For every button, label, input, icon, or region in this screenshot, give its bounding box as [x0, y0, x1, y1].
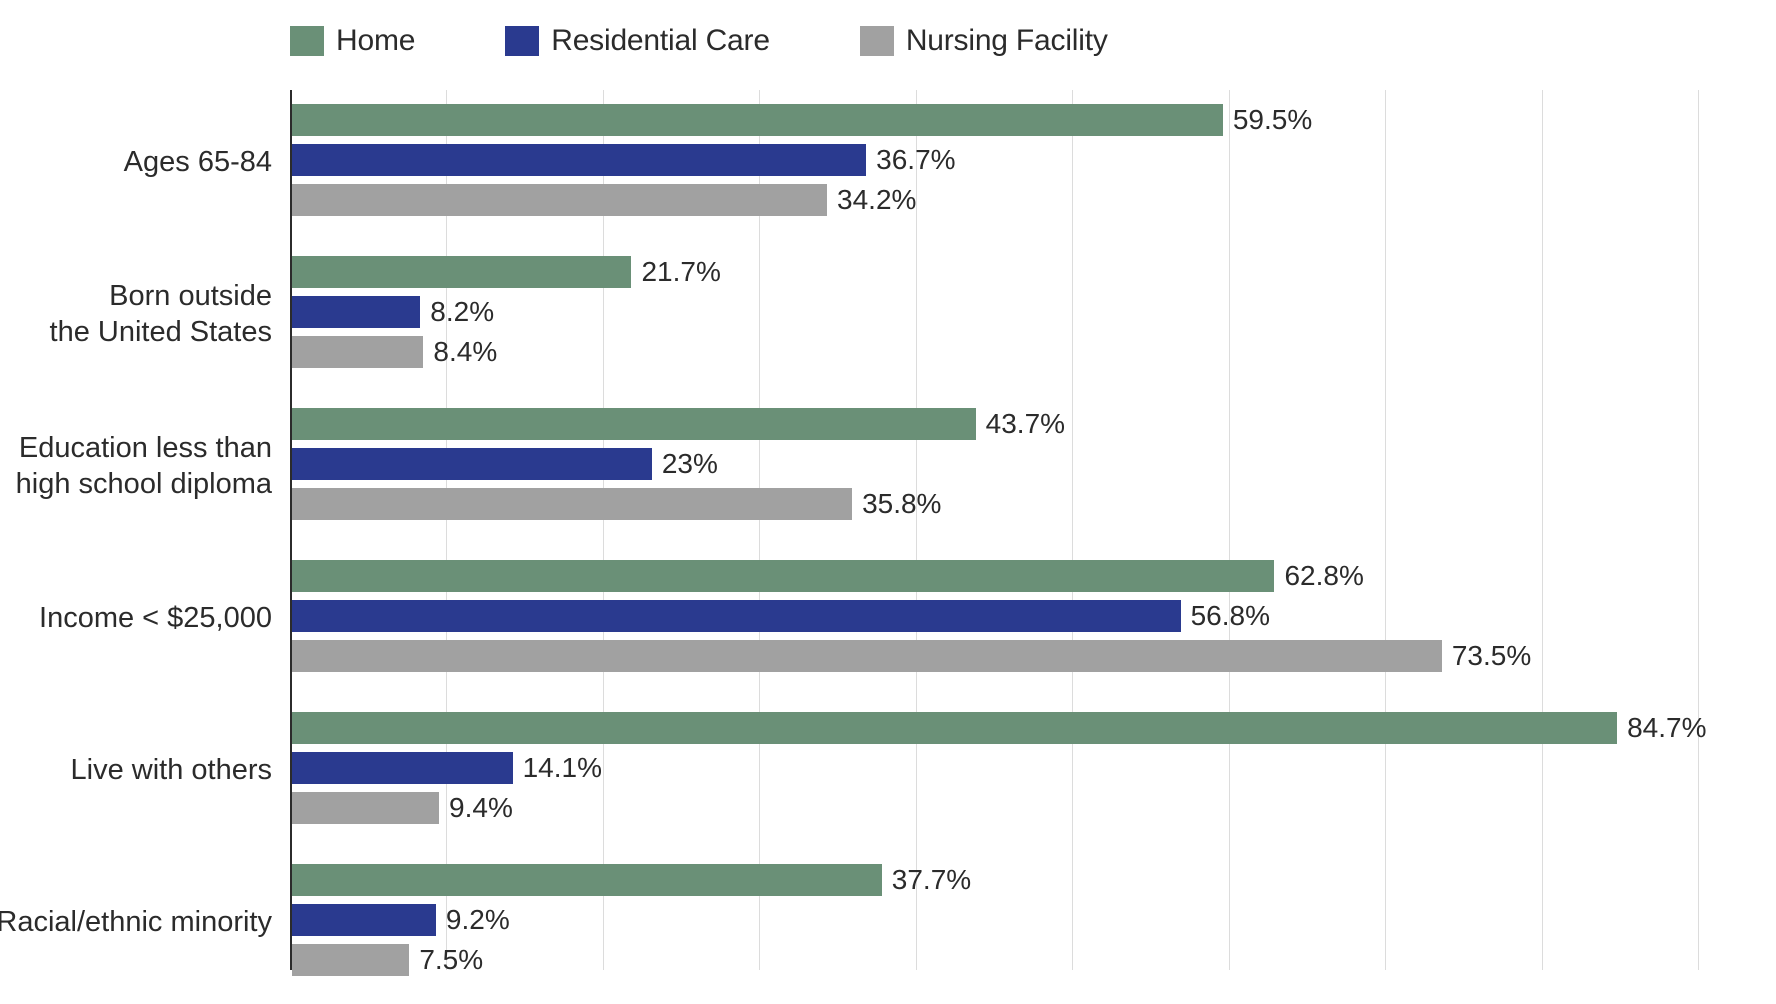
bar-residential — [292, 904, 436, 936]
bar-residential — [292, 600, 1181, 632]
bar-value-label: 23% — [662, 448, 718, 480]
bar-nursing — [292, 336, 423, 368]
bar-home — [292, 864, 882, 896]
bar-value-label: 8.4% — [433, 336, 497, 368]
bar-value-label: 9.4% — [449, 792, 513, 824]
bar-value-label: 7.5% — [419, 944, 483, 976]
bar-value-label: 62.8% — [1284, 560, 1363, 592]
category-label: Ages 65-84 — [124, 144, 272, 180]
gridline — [1698, 90, 1699, 970]
bar-residential — [292, 752, 513, 784]
gridline — [916, 90, 917, 970]
bar-value-label: 37.7% — [892, 864, 971, 896]
y-axis-line — [290, 90, 292, 970]
bar-value-label: 73.5% — [1452, 640, 1531, 672]
bar-value-label: 34.2% — [837, 184, 916, 216]
category-label: Income < $25,000 — [39, 600, 272, 636]
category-label: Live with others — [71, 752, 273, 788]
gridline — [1385, 90, 1386, 970]
gridline — [1542, 90, 1543, 970]
legend-swatch-residential — [505, 26, 539, 56]
bar-value-label: 59.5% — [1233, 104, 1312, 136]
bar-value-label: 9.2% — [446, 904, 510, 936]
legend-label-home: Home — [336, 24, 415, 58]
bar-home — [292, 560, 1274, 592]
bar-residential — [292, 144, 866, 176]
legend-swatch-home — [290, 26, 324, 56]
gridline — [1072, 90, 1073, 970]
bar-nursing — [292, 488, 852, 520]
bar-nursing — [292, 944, 409, 976]
category-group: 37.7% 9.2% 7.5% — [290, 864, 1698, 976]
category-label: Education less than high school diploma — [16, 430, 272, 503]
bar-home — [292, 104, 1223, 136]
plot-area: 59.5%36.7%34.2%Ages 65-8421.7%8.2%8.4%Bo… — [290, 90, 1698, 970]
gridline — [759, 90, 760, 970]
bar-value-label: 21.7% — [641, 256, 720, 288]
category-label: Born outside the United States — [50, 278, 272, 351]
bar-value-label: 8.2% — [430, 296, 494, 328]
bar-value-label: 35.8% — [862, 488, 941, 520]
gridline — [446, 90, 447, 970]
legend-item-residential: Residential Care — [505, 24, 770, 58]
legend: Home Residential Care Nursing Facility — [0, 0, 1776, 58]
bar-residential — [292, 448, 652, 480]
chart-container: Home Residential Care Nursing Facility 59.… — [0, 0, 1776, 1004]
bar-value-label: 56.8% — [1191, 600, 1270, 632]
category-group: 84.7%14.1%9.4% — [290, 712, 1698, 824]
category-group: 62.8% 56.8% 73.5% — [290, 560, 1698, 672]
legend-label-nursing: Nursing Facility — [906, 24, 1108, 58]
legend-swatch-nursing — [860, 26, 894, 56]
bar-home — [292, 408, 976, 440]
gridline — [603, 90, 604, 970]
bar-nursing — [292, 640, 1442, 672]
bar-residential — [292, 296, 420, 328]
bar-nursing — [292, 792, 439, 824]
legend-item-nursing: Nursing Facility — [860, 24, 1108, 58]
category-label: Racial/ethnic minority — [0, 904, 272, 940]
legend-item-home: Home — [290, 24, 415, 58]
bar-value-label: 43.7% — [986, 408, 1065, 440]
category-group: 59.5% 36.7% 34.2% — [290, 104, 1698, 216]
category-group: 21.7% 8.2% 8.4% — [290, 256, 1698, 368]
gridline — [1229, 90, 1230, 970]
legend-label-residential: Residential Care — [551, 24, 770, 58]
bar-home — [292, 256, 631, 288]
bar-value-label: 14.1% — [523, 752, 602, 784]
bar-value-label: 84.7% — [1627, 712, 1706, 744]
bar-home — [292, 712, 1617, 744]
bar-nursing — [292, 184, 827, 216]
category-group: 43.7% 23% 35.8% — [290, 408, 1698, 520]
bar-value-label: 36.7% — [876, 144, 955, 176]
